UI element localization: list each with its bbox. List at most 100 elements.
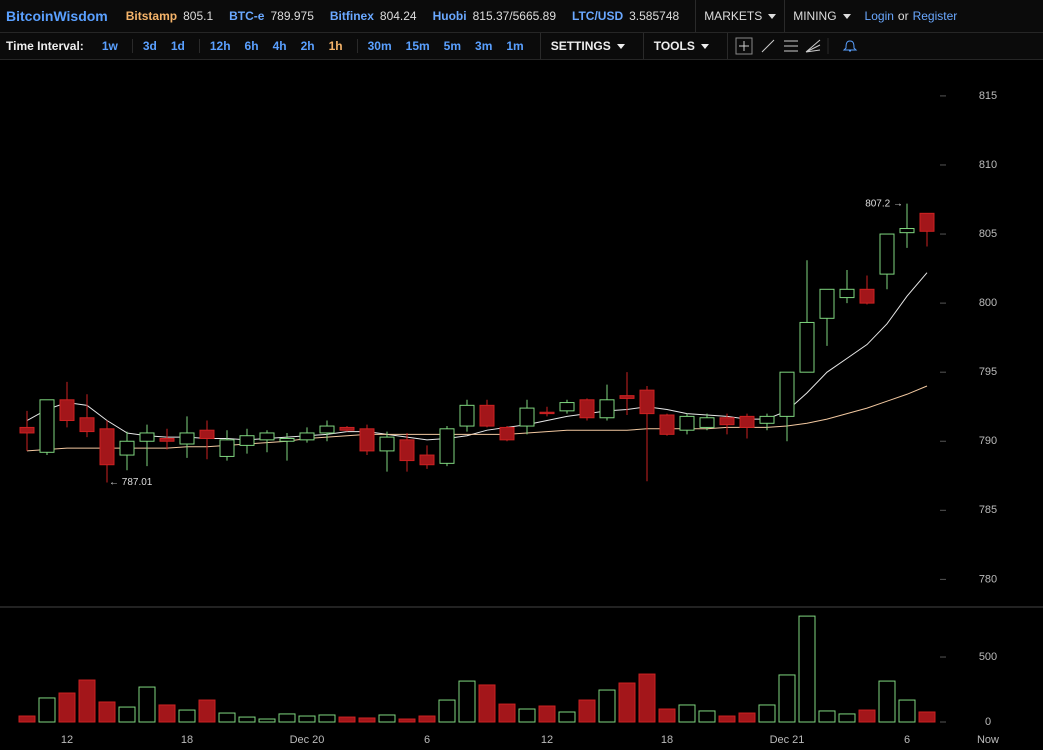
y-tick-label: 815 <box>979 90 997 102</box>
ticker[interactable]: Bitstamp 805.1 <box>126 9 213 23</box>
volume-bar <box>598 689 616 723</box>
candle-body <box>859 288 875 304</box>
x-tick-label: Dec 20 <box>290 734 325 746</box>
alert-icon[interactable] <box>842 40 858 52</box>
candle-body <box>259 432 275 441</box>
menu[interactable]: MINING <box>784 0 858 32</box>
interval[interactable]: 4h <box>272 39 287 53</box>
x-tick-label: 12 <box>541 734 553 746</box>
interval[interactable]: 5m <box>443 39 462 53</box>
candle-body <box>419 454 435 466</box>
volume-tick-label: 500 <box>979 651 997 663</box>
volume-bar <box>338 716 356 723</box>
volume-bar <box>318 714 336 723</box>
interval[interactable]: 6h <box>244 39 259 53</box>
candle-body <box>319 425 335 434</box>
interval[interactable]: 1d <box>170 39 185 53</box>
interval-label: Time Interval: <box>6 39 84 53</box>
volume-bar <box>678 704 696 723</box>
y-tick-label: 805 <box>979 228 997 240</box>
volume-bar <box>38 697 56 723</box>
interval[interactable]: 1w <box>101 39 118 53</box>
brand[interactable]: BitcoinWisdom <box>6 8 108 24</box>
icons <box>735 37 858 55</box>
hlines-icon[interactable] <box>783 40 798 52</box>
candle-body <box>299 432 315 441</box>
tickers: Bitstamp 805.1 BTC-e 789.975 Bitfinex 804.24 H… <box>126 9 695 23</box>
volume-bar <box>478 684 496 723</box>
candle-body <box>779 371 795 417</box>
ticker-name: Bitstamp <box>125 9 178 23</box>
candle-body <box>639 389 655 415</box>
volume-bar <box>438 699 456 723</box>
interval[interactable]: 1h <box>328 39 343 53</box>
ticker[interactable]: Huobi 815.37/5665.89 <box>433 9 556 23</box>
candle-body <box>439 428 455 464</box>
menu[interactable]: MARKETS <box>695 0 784 32</box>
ticker[interactable]: BTC-e 789.975 <box>229 9 314 23</box>
candle-body <box>19 426 35 434</box>
ticker[interactable]: Bitfinex 804.24 <box>330 9 417 23</box>
candle-body <box>79 417 95 433</box>
interval[interactable]: 3d <box>142 39 157 53</box>
interval[interactable]: 12h <box>209 39 231 53</box>
x-tick-label: 18 <box>661 734 673 746</box>
interval-groups: 1w 3d 1d 12h 6h 4h 2h 1h 30m 15m 5m 3m 1m <box>88 39 534 53</box>
volume-bar <box>738 712 756 723</box>
volume-bar <box>18 715 36 723</box>
volume-bar <box>778 674 796 723</box>
candle-body <box>139 432 155 442</box>
y-tick-label: 790 <box>979 435 997 447</box>
interval[interactable]: 15m <box>405 39 430 53</box>
candle-body <box>899 228 915 234</box>
candle-body <box>799 321 815 373</box>
volume-bar <box>898 699 916 723</box>
interval-group: 1w <box>92 39 128 53</box>
x-tick-label: 18 <box>181 734 193 746</box>
candle-body <box>839 288 855 299</box>
volume-bar <box>218 712 236 723</box>
or-text: or <box>897 9 909 23</box>
annotation: 807.2 → <box>865 198 903 209</box>
volume-bar <box>258 718 276 723</box>
ticker[interactable]: LTC/USD 3.585748 <box>572 9 679 23</box>
candle-body <box>59 399 75 422</box>
volume-bar <box>538 705 556 723</box>
login-link[interactable]: Login <box>864 9 894 23</box>
interval[interactable]: 3m <box>475 39 493 53</box>
interval[interactable]: 2h <box>300 39 315 53</box>
y-tick-label: 810 <box>979 159 997 171</box>
candle-body <box>719 417 735 426</box>
x-tick-label: Dec 21 <box>770 734 805 746</box>
candle-body <box>179 432 195 445</box>
candle-body <box>499 426 515 441</box>
candle-body <box>819 288 835 319</box>
register-link[interactable]: Register <box>912 9 958 23</box>
tools-menu[interactable]: TOOLS <box>642 33 727 59</box>
candle-body <box>539 411 555 415</box>
candle-body <box>599 399 615 419</box>
volume-bar <box>878 680 896 723</box>
x-tick-label: 12 <box>61 734 73 746</box>
volume-bar <box>378 714 396 723</box>
candle-body <box>39 399 55 453</box>
interval[interactable]: 1m <box>506 39 524 53</box>
settings-menu[interactable]: SETTINGS <box>539 33 643 59</box>
ticker-name: Bitfinex <box>329 9 374 23</box>
interval-group: 12h 6h 4h 2h 1h <box>198 39 353 53</box>
candle-body <box>659 414 675 435</box>
line-icon[interactable] <box>761 39 775 53</box>
volume-bar <box>358 717 376 723</box>
volume-bar <box>238 716 256 723</box>
moving-average <box>26 272 928 441</box>
ticker-price: 815.37/5665.89 <box>472 9 557 23</box>
volume-bar <box>498 703 516 723</box>
volume-bar <box>118 706 136 723</box>
volume-bar <box>198 699 216 723</box>
interval[interactable]: 30m <box>367 39 392 53</box>
fan-icon[interactable] <box>805 39 821 53</box>
crosshair-icon[interactable] <box>735 37 753 55</box>
candle-body <box>339 426 355 431</box>
volume-bar <box>78 679 96 723</box>
